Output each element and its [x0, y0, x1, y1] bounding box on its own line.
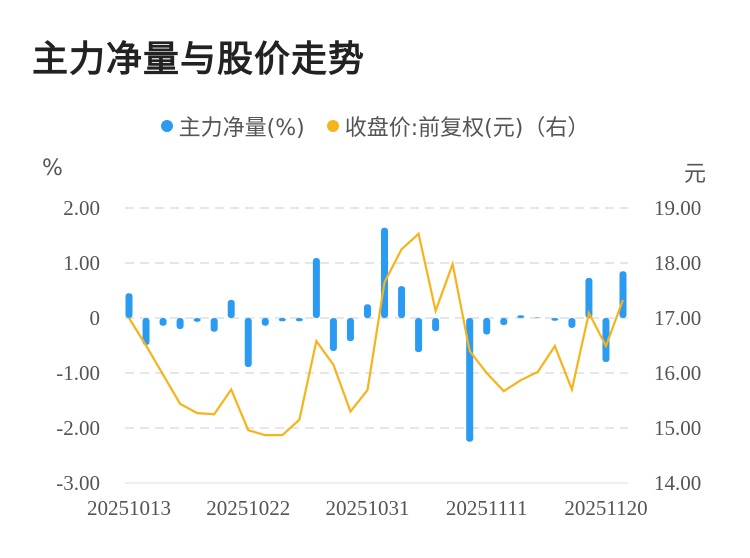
y-tick-left: 1.00: [63, 251, 100, 275]
y-tick-right: 16.00: [654, 361, 701, 385]
net-flow-bar: [176, 318, 184, 329]
y-tick-left: -2.00: [56, 416, 100, 440]
net-flow-bar: [261, 318, 269, 326]
net-flow-bar: [602, 318, 610, 362]
net-flow-bar: [142, 318, 150, 345]
legend-item-close-price[interactable]: 收盘价:前复权(元)（右）: [326, 110, 590, 142]
net-flow-bar: [278, 318, 286, 322]
net-flow-bar: [244, 318, 252, 367]
chart-title: 主力净量与股价走势: [32, 39, 366, 80]
net-flow-bar: [483, 318, 491, 335]
x-tick-label: 20251022: [206, 496, 290, 520]
net-flow-bar: [312, 258, 320, 318]
net-flow-bar: [398, 286, 406, 318]
x-tick-label: 20251120: [564, 496, 647, 520]
net-flow-bar: [329, 318, 337, 351]
net-flow-bar: [125, 293, 133, 318]
x-tick-label: 20251013: [87, 496, 171, 520]
x-tick-label: 20251031: [325, 496, 409, 520]
legend: 主力净量(%) 收盘价:前复权(元)（右）: [0, 110, 750, 142]
legend-label-net-flow: 主力净量(%): [178, 116, 305, 141]
x-tick-label: 20251111: [446, 496, 528, 520]
net-flow-bar: [346, 318, 354, 342]
y-tick-left: 2.00: [63, 196, 100, 220]
right-axis-unit: 元: [684, 162, 707, 187]
net-flow-bar: [585, 277, 593, 318]
net-flow-bar: [159, 318, 167, 326]
y-tick-left: -3.00: [56, 471, 100, 495]
y-tick-left: 0: [90, 306, 101, 330]
close-price-line: [128, 231, 625, 437]
net-flow-bar: [534, 317, 542, 318]
net-flow-bar: [619, 271, 627, 318]
net-flow-bar: [210, 318, 218, 332]
net-flow-bar: [568, 318, 576, 328]
y-tick-right: 18.00: [654, 251, 701, 275]
legend-item-net-flow[interactable]: 主力净量(%): [160, 110, 305, 142]
left-axis-unit: %: [42, 156, 63, 181]
net-flow-bar: [466, 318, 474, 442]
legend-label-close-price: 收盘价:前复权(元)（右）: [344, 116, 590, 141]
net-flow-bar: [517, 315, 525, 318]
y-tick-right: 19.00: [654, 196, 701, 220]
legend-marker-close-price: [326, 120, 339, 132]
net-flow-bar: [415, 318, 423, 353]
net-flow-bar: [432, 318, 440, 332]
y-tick-right: 14.00: [654, 471, 701, 495]
net-flow-bar: [193, 318, 201, 322]
net-flow-bar: [227, 299, 235, 318]
y-tick-right: 17.00: [654, 306, 701, 330]
net-flow-bar: [551, 318, 559, 321]
net-flow-bar: [500, 318, 508, 326]
y-tick-left: -1.00: [56, 361, 100, 385]
net-flow-bar: [295, 318, 303, 322]
legend-marker-net-flow: [160, 120, 173, 132]
net-flow-bar: [363, 304, 371, 318]
y-tick-right: 15.00: [654, 416, 701, 440]
